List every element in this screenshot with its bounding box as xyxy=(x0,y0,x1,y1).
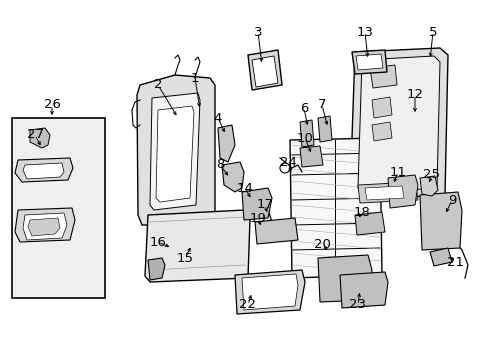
Polygon shape xyxy=(23,213,67,240)
Polygon shape xyxy=(242,188,271,220)
Text: 18: 18 xyxy=(353,206,370,219)
Text: 6: 6 xyxy=(299,102,307,114)
Polygon shape xyxy=(289,138,381,278)
Polygon shape xyxy=(222,162,244,192)
Polygon shape xyxy=(349,48,447,200)
Text: 19: 19 xyxy=(249,211,266,225)
Text: 3: 3 xyxy=(253,26,262,39)
Text: 12: 12 xyxy=(406,89,423,102)
Circle shape xyxy=(268,224,281,236)
Polygon shape xyxy=(364,186,403,200)
Polygon shape xyxy=(371,97,391,118)
Polygon shape xyxy=(419,176,437,196)
Bar xyxy=(12,118,105,298)
Text: 1: 1 xyxy=(190,72,199,85)
Polygon shape xyxy=(15,208,75,242)
Text: 9: 9 xyxy=(447,194,455,207)
Polygon shape xyxy=(387,175,417,208)
Text: 26: 26 xyxy=(43,99,61,112)
Polygon shape xyxy=(23,163,64,179)
Polygon shape xyxy=(156,106,194,202)
Polygon shape xyxy=(30,128,50,148)
Polygon shape xyxy=(254,218,297,244)
Polygon shape xyxy=(137,75,215,225)
Polygon shape xyxy=(150,93,200,210)
Polygon shape xyxy=(299,120,313,147)
Polygon shape xyxy=(28,218,60,236)
Polygon shape xyxy=(351,50,386,74)
Text: 23: 23 xyxy=(349,298,366,311)
Polygon shape xyxy=(251,56,278,87)
Polygon shape xyxy=(369,65,396,88)
Polygon shape xyxy=(357,56,439,193)
Polygon shape xyxy=(357,182,417,203)
Text: 21: 21 xyxy=(446,256,463,269)
Text: 10: 10 xyxy=(296,131,313,144)
Text: 27: 27 xyxy=(26,129,43,141)
Polygon shape xyxy=(317,116,331,142)
Polygon shape xyxy=(355,54,382,70)
Text: 4: 4 xyxy=(213,112,222,125)
Polygon shape xyxy=(317,255,371,302)
Text: 2: 2 xyxy=(153,78,162,91)
Text: 13: 13 xyxy=(356,26,373,39)
Text: 11: 11 xyxy=(389,166,406,179)
Text: 24: 24 xyxy=(279,156,296,168)
Polygon shape xyxy=(247,50,282,90)
Text: 8: 8 xyxy=(215,158,224,171)
Text: 7: 7 xyxy=(317,99,325,112)
Circle shape xyxy=(249,200,260,210)
Text: 25: 25 xyxy=(423,168,440,181)
Text: 5: 5 xyxy=(428,26,436,39)
Text: 17: 17 xyxy=(256,198,273,211)
Polygon shape xyxy=(371,122,391,141)
Text: 20: 20 xyxy=(313,238,330,252)
Polygon shape xyxy=(235,270,305,314)
Polygon shape xyxy=(148,258,164,280)
Polygon shape xyxy=(354,212,384,235)
Polygon shape xyxy=(15,158,73,182)
Polygon shape xyxy=(339,272,387,308)
Text: 14: 14 xyxy=(236,181,253,194)
Polygon shape xyxy=(429,248,451,266)
Text: 22: 22 xyxy=(239,298,256,311)
Polygon shape xyxy=(218,125,235,162)
Circle shape xyxy=(280,163,289,173)
Text: 15: 15 xyxy=(176,252,193,265)
Circle shape xyxy=(227,174,236,182)
Polygon shape xyxy=(242,274,297,310)
Polygon shape xyxy=(419,192,461,250)
Text: 16: 16 xyxy=(149,235,166,248)
Polygon shape xyxy=(145,210,249,282)
Polygon shape xyxy=(299,146,323,167)
